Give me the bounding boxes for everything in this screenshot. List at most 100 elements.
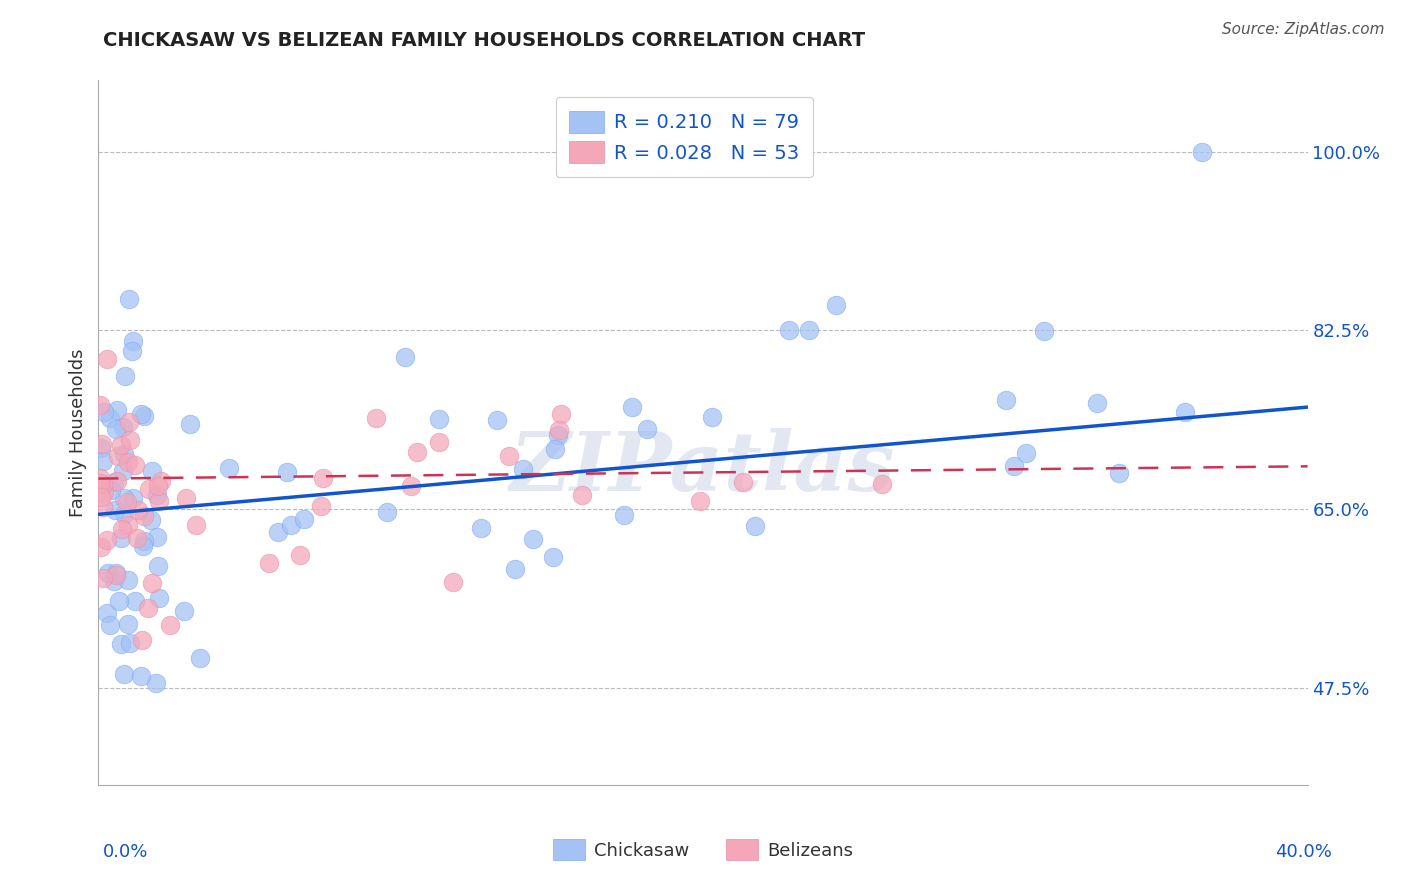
Point xyxy=(179,417,201,431)
Point xyxy=(145,676,167,690)
Point xyxy=(121,334,143,348)
Point xyxy=(733,475,755,490)
Point xyxy=(96,606,118,620)
Point xyxy=(105,475,128,489)
Point xyxy=(90,540,112,554)
Point xyxy=(148,493,170,508)
Point xyxy=(218,461,240,475)
Point xyxy=(118,636,141,650)
Point xyxy=(111,464,134,478)
Point xyxy=(512,461,534,475)
Point xyxy=(309,499,332,513)
Point xyxy=(700,410,723,425)
Point xyxy=(689,493,711,508)
Point xyxy=(121,344,143,359)
Point xyxy=(107,450,129,464)
Point xyxy=(96,533,118,547)
Point xyxy=(312,471,335,485)
Text: Source: ZipAtlas.com: Source: ZipAtlas.com xyxy=(1222,22,1385,37)
Point xyxy=(105,421,128,435)
Point xyxy=(184,518,207,533)
Point xyxy=(613,508,636,522)
Point xyxy=(110,438,132,452)
Point xyxy=(141,465,163,479)
Point xyxy=(110,531,132,545)
Point xyxy=(103,475,125,489)
Point xyxy=(104,566,127,580)
Point xyxy=(129,408,152,422)
Point xyxy=(127,502,149,516)
Point xyxy=(797,323,820,337)
Point xyxy=(145,530,167,544)
Point xyxy=(132,409,155,424)
Legend: Chickasaw, Belizeans: Chickasaw, Belizeans xyxy=(546,832,860,868)
Point xyxy=(1085,396,1108,410)
Point xyxy=(118,415,141,429)
Point xyxy=(257,557,280,571)
Text: 40.0%: 40.0% xyxy=(1275,843,1331,861)
Point xyxy=(111,522,134,536)
Point xyxy=(394,350,416,364)
Point xyxy=(1108,466,1130,480)
Point xyxy=(550,407,572,421)
Point xyxy=(1004,458,1026,473)
Point xyxy=(90,441,112,455)
Point xyxy=(636,422,658,436)
Point xyxy=(1033,324,1056,338)
Point xyxy=(427,412,450,426)
Point xyxy=(104,503,127,517)
Point xyxy=(117,616,139,631)
Point xyxy=(103,574,125,588)
Point xyxy=(91,437,114,451)
Point xyxy=(541,550,564,565)
Point xyxy=(280,518,302,533)
Point xyxy=(132,534,155,549)
Point xyxy=(117,518,139,533)
Point xyxy=(276,465,298,479)
Point xyxy=(120,433,142,447)
Point xyxy=(134,508,156,523)
Point xyxy=(115,495,138,509)
Point xyxy=(89,471,111,485)
Point xyxy=(91,477,114,491)
Point xyxy=(96,352,118,367)
Point xyxy=(110,637,132,651)
Point xyxy=(994,393,1017,408)
Point xyxy=(139,513,162,527)
Point xyxy=(121,491,143,505)
Point xyxy=(441,574,464,589)
Point xyxy=(117,455,139,469)
Point xyxy=(93,405,115,419)
Point xyxy=(148,591,170,605)
Text: 0.0%: 0.0% xyxy=(103,843,148,861)
Point xyxy=(93,485,115,500)
Point xyxy=(377,505,399,519)
Point xyxy=(174,491,197,505)
Point xyxy=(98,617,121,632)
Point xyxy=(292,512,315,526)
Point xyxy=(146,558,169,573)
Point xyxy=(112,447,135,461)
Point xyxy=(141,575,163,590)
Point xyxy=(112,507,135,521)
Text: CHICKASAW VS BELIZEAN FAMILY HOUSEHOLDS CORRELATION CHART: CHICKASAW VS BELIZEAN FAMILY HOUSEHOLDS … xyxy=(103,31,865,50)
Point xyxy=(100,483,122,498)
Point xyxy=(124,594,146,608)
Point xyxy=(503,562,526,576)
Point xyxy=(548,423,571,437)
Y-axis label: Family Households: Family Households xyxy=(69,349,87,516)
Point xyxy=(98,411,121,425)
Point xyxy=(364,410,387,425)
Point xyxy=(118,293,141,307)
Point xyxy=(91,571,114,585)
Point xyxy=(870,476,893,491)
Point xyxy=(544,442,567,457)
Point xyxy=(124,458,146,473)
Point xyxy=(498,449,520,463)
Point xyxy=(117,573,139,587)
Point xyxy=(571,488,593,502)
Point xyxy=(173,604,195,618)
Point xyxy=(91,454,114,468)
Point xyxy=(131,633,153,648)
Point xyxy=(288,548,311,562)
